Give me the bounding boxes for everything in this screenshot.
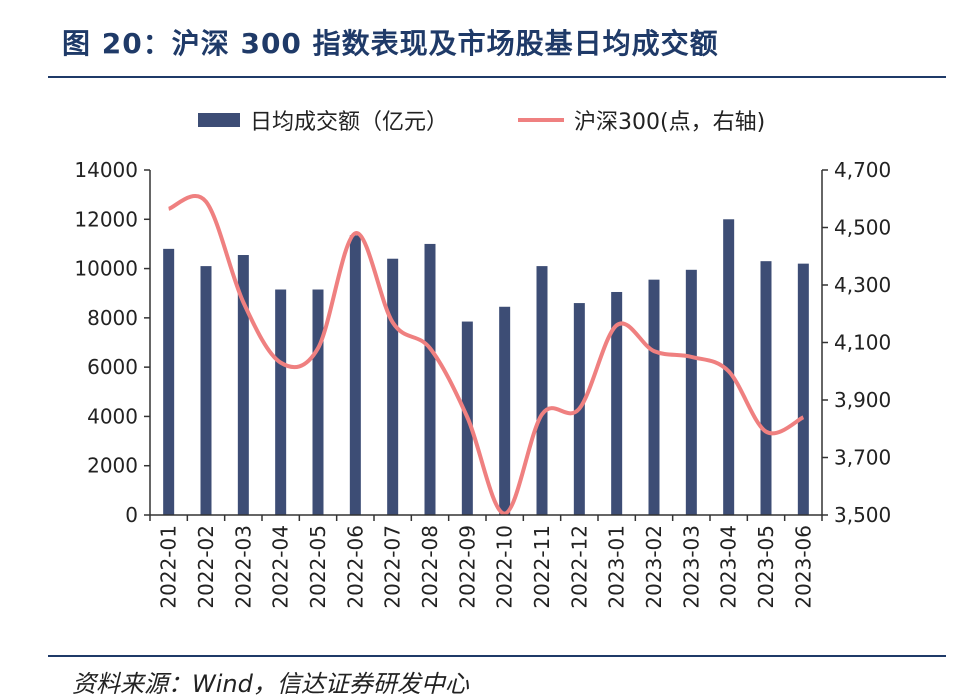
x-tick-label-2022-08: 2022-08: [418, 525, 442, 609]
bar-2022-08: [424, 243, 436, 515]
bar-2022-04: [275, 289, 287, 515]
x-tick-label-2023-03: 2023-03: [679, 525, 703, 609]
bar-2023-01: [611, 291, 623, 515]
x-tick-label-2022-09: 2022-09: [455, 525, 479, 609]
bar-2022-06: [349, 235, 361, 515]
y-right-tick-label: 4,500: [834, 216, 891, 240]
y-left-tick-label: 8000: [87, 306, 138, 330]
y-left-tick-label: 6000: [87, 355, 138, 379]
x-tick-label-2022-01: 2022-01: [157, 525, 181, 609]
bar-2023-02: [648, 279, 660, 515]
y-right-tick-label: 4,100: [834, 331, 891, 355]
bar-2023-03: [685, 269, 697, 515]
x-tick-label-2023-04: 2023-04: [717, 525, 741, 609]
x-tick-label-2022-03: 2022-03: [231, 525, 255, 609]
x-tick-label-2022-05: 2022-05: [306, 525, 330, 609]
x-tick-label-2023-06: 2023-06: [791, 525, 815, 609]
y-right-tick-label: 3,500: [834, 503, 891, 527]
bar-2022-01: [163, 248, 175, 515]
bar-2022-07: [387, 258, 399, 515]
bar-2023-06: [797, 263, 809, 515]
y-right-tick-label: 3,700: [834, 446, 891, 470]
x-tick-label-2022-04: 2022-04: [269, 525, 293, 609]
x-tick-label-2022-06: 2022-06: [343, 525, 367, 609]
x-tick-label-2022-11: 2022-11: [530, 525, 554, 609]
legend-label-bars: 日均成交额（亿元）: [250, 110, 448, 135]
y-left-tick-label: 14000: [74, 158, 138, 182]
bar-2022-02: [200, 266, 212, 515]
y-right-tick-label: 3,900: [834, 388, 891, 412]
y-left-tick-label: 4000: [87, 404, 138, 428]
y-left-tick-label: 12000: [74, 207, 138, 231]
bar-2022-03: [237, 255, 249, 515]
y-left-tick-label: 2000: [87, 454, 138, 478]
y-left-tick-label: 10000: [74, 257, 138, 281]
y-right-tick-label: 4,300: [834, 273, 891, 297]
source-divider: [48, 655, 946, 657]
series-line-hs300: [167, 194, 805, 516]
bar-2022-11: [536, 266, 548, 515]
bar-2022-05: [312, 289, 324, 515]
bar-2023-05: [760, 261, 772, 515]
x-tick-label-2023-01: 2023-01: [605, 525, 629, 609]
x-tick-label-2022-02: 2022-02: [194, 525, 218, 609]
bar-2023-04: [723, 219, 735, 516]
legend-label-line: 沪深300(点，右轴): [574, 110, 765, 135]
title-divider: [48, 76, 946, 78]
y-left-tick-label: 0: [125, 503, 138, 527]
x-tick-label-2022-07: 2022-07: [381, 525, 405, 609]
x-tick-label-2022-12: 2022-12: [567, 525, 591, 609]
source-note: 资料来源：Wind，信达证券研发中心: [72, 670, 469, 698]
x-tick-label-2022-10: 2022-10: [493, 525, 517, 609]
bar-2022-10: [499, 306, 511, 515]
chart-title: 图 20：沪深 300 指数表现及市场股基日均成交额: [62, 27, 719, 60]
legend-swatch-bars: [198, 113, 240, 127]
x-tick-label-2023-05: 2023-05: [754, 525, 778, 609]
legend: 日均成交额（亿元） 沪深300(点，右轴): [198, 110, 765, 135]
x-tick-label-2023-02: 2023-02: [642, 525, 666, 609]
y-right-tick-label: 4,700: [834, 158, 891, 182]
